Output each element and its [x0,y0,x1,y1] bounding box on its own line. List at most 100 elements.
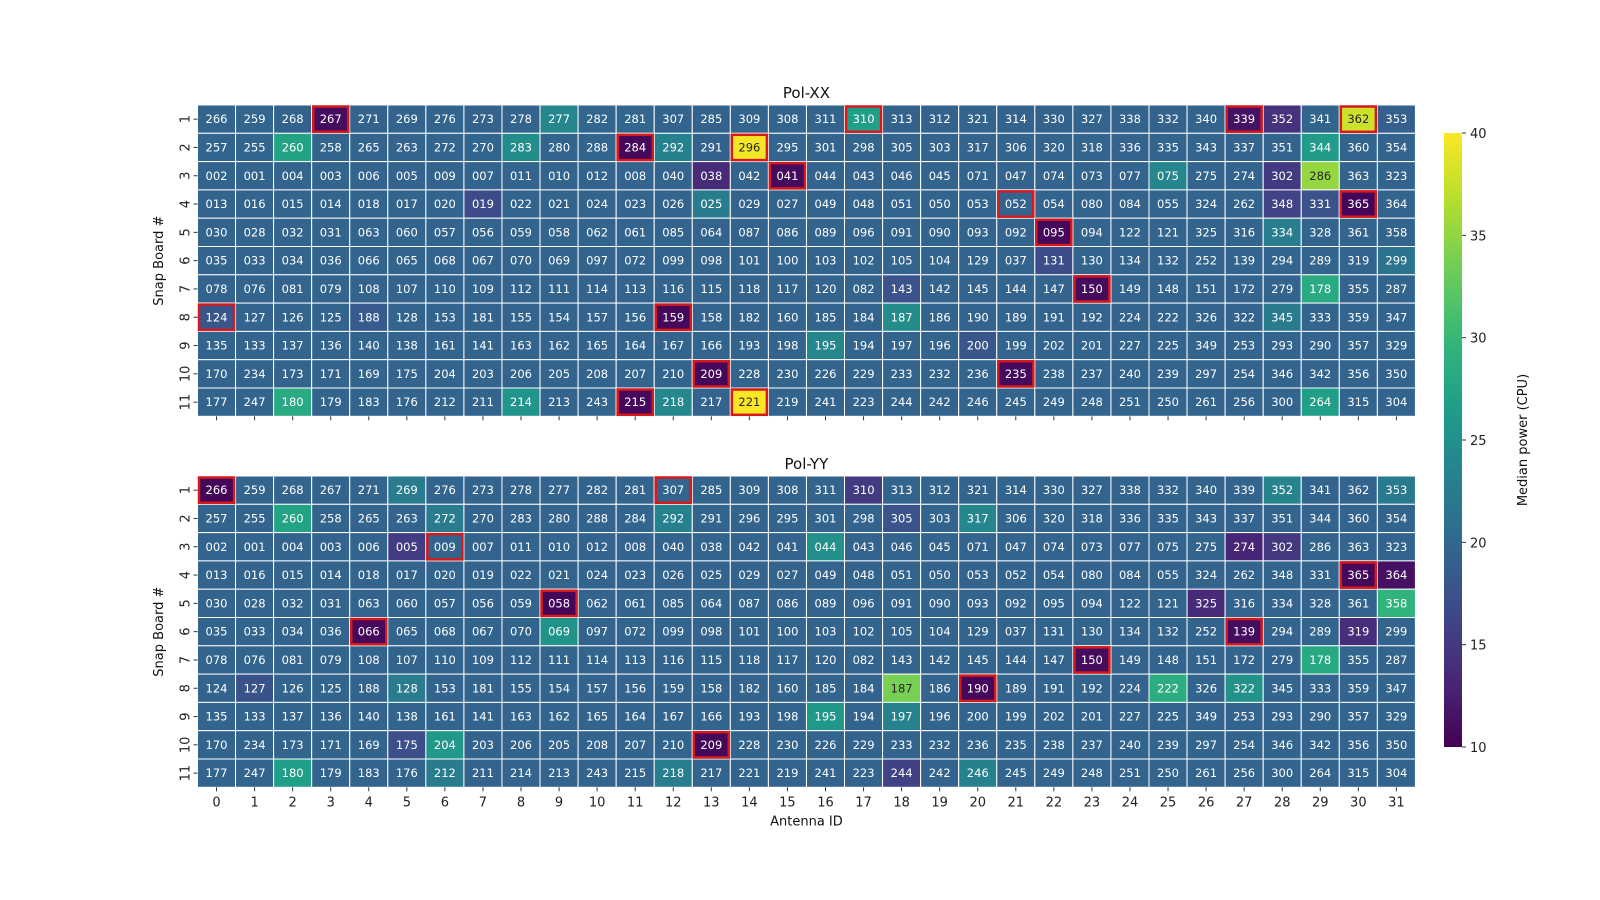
cell-label: 057 [434,225,456,239]
heatmap-cell [1110,274,1150,304]
cell-label: 027 [776,568,798,582]
heatmap-cell [1338,532,1378,562]
heatmap-cell [729,730,769,760]
heatmap-cell [387,701,427,732]
cell-label: 054 [1043,568,1065,582]
cell-label: 267 [320,112,342,126]
cell-label: 099 [662,254,684,268]
cell-label: 273 [472,483,494,497]
cell-label: 349 [1195,710,1217,724]
heatmap-cell [463,189,503,219]
heatmap-cell [1262,387,1302,417]
cell-label: 195 [815,339,837,353]
cell-label: 098 [700,254,722,268]
cell-label: 334 [1271,596,1293,610]
heatmap-cell [1300,274,1340,304]
cell-label: 252 [1195,254,1217,268]
cell-label: 322 [1233,681,1255,695]
cell-label: 091 [891,596,913,610]
cell-label: 060 [396,225,418,239]
colorbar-gradient [1444,133,1462,747]
cell-label: 048 [853,568,875,582]
cell-label: 294 [1271,625,1293,639]
cell-label: 208 [586,367,608,381]
cell-label: 296 [738,140,760,154]
heatmap-cell [729,588,769,619]
cell-label: 068 [434,625,456,639]
cell-label: 007 [472,540,494,554]
cell-label: 326 [1195,681,1217,695]
heatmap-cell [1072,701,1112,732]
cell-label: 323 [1385,540,1407,554]
heatmap-cell [197,246,237,276]
cell-label: 238 [1043,367,1065,381]
heatmap-cell [501,189,541,219]
cell-label: 284 [624,140,646,154]
heatmap-cell [1034,560,1074,590]
cell-label: 253 [1233,339,1255,353]
cell-label: 211 [472,766,494,780]
cell-label: 020 [434,568,456,582]
cell-label: 049 [815,197,837,211]
heatmap-cell [425,645,465,675]
cell-label: 015 [282,197,304,211]
colorbar-tick-label: 35 [1470,229,1487,244]
cell-label: 058 [548,225,570,239]
heatmap-cell [1338,387,1378,417]
cell-label: 100 [776,254,798,268]
y-tick-label: 3 [179,172,194,180]
cell-label: 091 [891,225,913,239]
x-tick-label: 29 [1312,795,1329,810]
cell-label: 182 [738,310,760,324]
cell-label: 226 [815,367,837,381]
cell-label: 197 [891,339,913,353]
cell-label: 122 [1119,596,1141,610]
x-tick-label: 1 [250,795,258,810]
heatmap-cell [996,330,1036,361]
cell-label: 109 [472,653,494,667]
cell-label: 193 [738,339,760,353]
heatmap-cell [311,132,351,163]
cell-label: 228 [738,738,760,752]
cell-label: 155 [510,310,532,324]
cell-label: 258 [320,140,342,154]
cell-label: 252 [1195,625,1217,639]
heatmap-cell [1034,132,1074,163]
heatmap-cell [463,503,503,534]
cell-label: 090 [929,225,951,239]
flagged-cell-outline [1225,105,1263,134]
x-tick-label: 19 [931,795,948,810]
cell-label: 222 [1157,310,1179,324]
cell-label: 074 [1043,169,1065,183]
cell-label: 233 [891,367,913,381]
cell-label: 225 [1157,710,1179,724]
heatmap-cell [805,673,846,703]
cell-label: 169 [358,738,380,752]
panel-title: Pol-YY [785,455,830,473]
cell-label: 129 [967,625,989,639]
cell-label: 354 [1385,140,1407,154]
cell-label: 040 [662,169,684,183]
cell-label: 283 [510,140,532,154]
cell-label: 308 [776,112,798,126]
cell-label: 155 [510,681,532,695]
cell-label: 324 [1195,568,1217,582]
cell-label: 206 [510,738,532,752]
heatmap-cell [920,104,960,134]
heatmap-cell [1186,189,1226,219]
heatmap-cell [729,758,769,788]
cell-label: 184 [853,310,875,324]
heatmap-cell [1300,588,1340,619]
heatmap-cell [653,560,693,590]
flagged-cell-outline [654,303,693,332]
heatmap-cell [653,387,693,417]
cell-label: 178 [1309,282,1331,296]
heatmap-cell [1300,617,1340,647]
cell-label: 261 [1195,395,1217,409]
cell-label: 085 [662,596,684,610]
cell-label: 104 [929,254,951,268]
cell-label: 127 [244,681,266,695]
heatmap-cell [920,274,960,304]
cell-label: 131 [1043,625,1065,639]
heatmap-cell [844,645,884,675]
